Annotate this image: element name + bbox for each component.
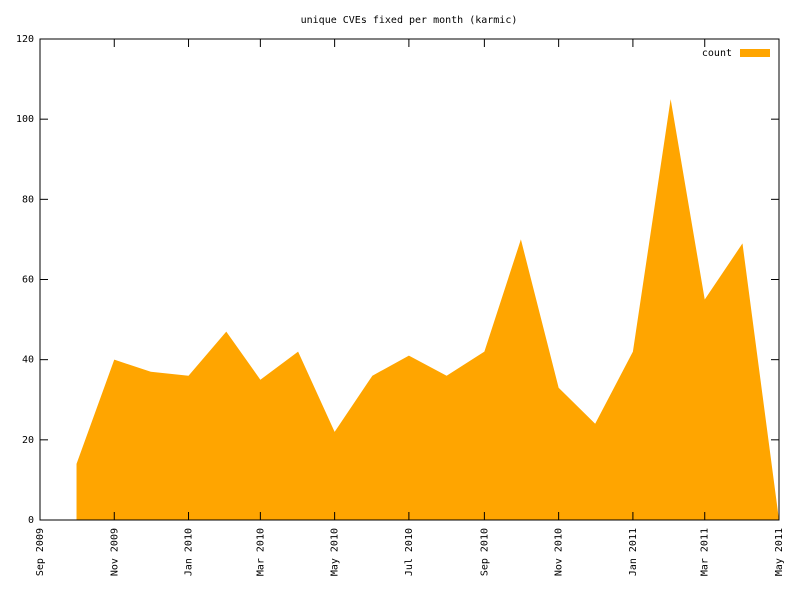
- y-tick-label: 120: [16, 34, 34, 45]
- legend-label: count: [702, 48, 732, 59]
- x-tick-label: Nov 2009: [109, 528, 120, 576]
- y-tick-label: 40: [22, 355, 34, 366]
- y-tick-label: 80: [22, 194, 34, 205]
- plot-border: [39, 38, 780, 521]
- y-tick-label: 60: [22, 275, 34, 286]
- x-tick-label: Jul 2010: [404, 528, 415, 576]
- x-tick-label: Mar 2011: [700, 528, 711, 576]
- x-tick-label: Mar 2010: [255, 528, 266, 576]
- chart-title: unique CVEs fixed per month (karmic): [301, 15, 518, 26]
- x-tick-label: Jan 2010: [184, 528, 195, 576]
- x-tick-label: May 2011: [774, 528, 785, 576]
- x-tick-label: Sep 2009: [35, 528, 46, 576]
- y-tick-label: 20: [22, 435, 34, 446]
- x-tick-label: May 2010: [330, 528, 341, 576]
- y-tick-label: 0: [28, 515, 34, 526]
- x-tick-label: Nov 2010: [554, 528, 565, 576]
- x-tick-label: Sep 2010: [479, 528, 490, 576]
- area: [76, 99, 780, 520]
- legend-swatch: [740, 49, 770, 57]
- y-tick-label: 100: [16, 114, 34, 125]
- x-tick-label: Jan 2011: [628, 528, 639, 576]
